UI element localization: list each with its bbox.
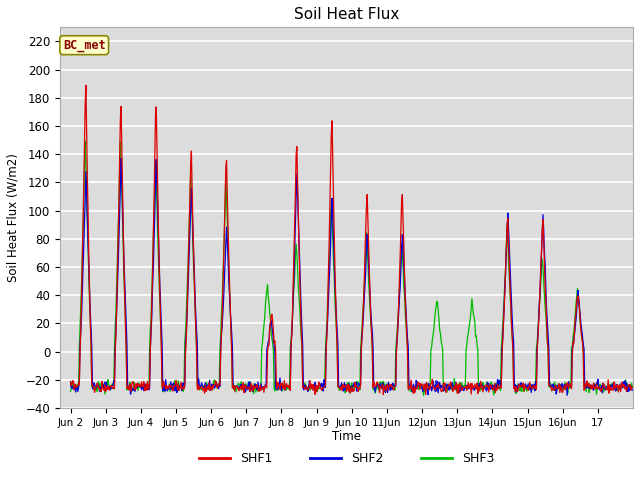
Y-axis label: Soil Heat Flux (W/m2): Soil Heat Flux (W/m2): [7, 153, 20, 282]
Legend: SHF1, SHF2, SHF3: SHF1, SHF2, SHF3: [193, 447, 499, 470]
X-axis label: Time: Time: [332, 431, 361, 444]
Text: BC_met: BC_met: [63, 39, 106, 52]
Title: Soil Heat Flux: Soil Heat Flux: [294, 7, 399, 22]
